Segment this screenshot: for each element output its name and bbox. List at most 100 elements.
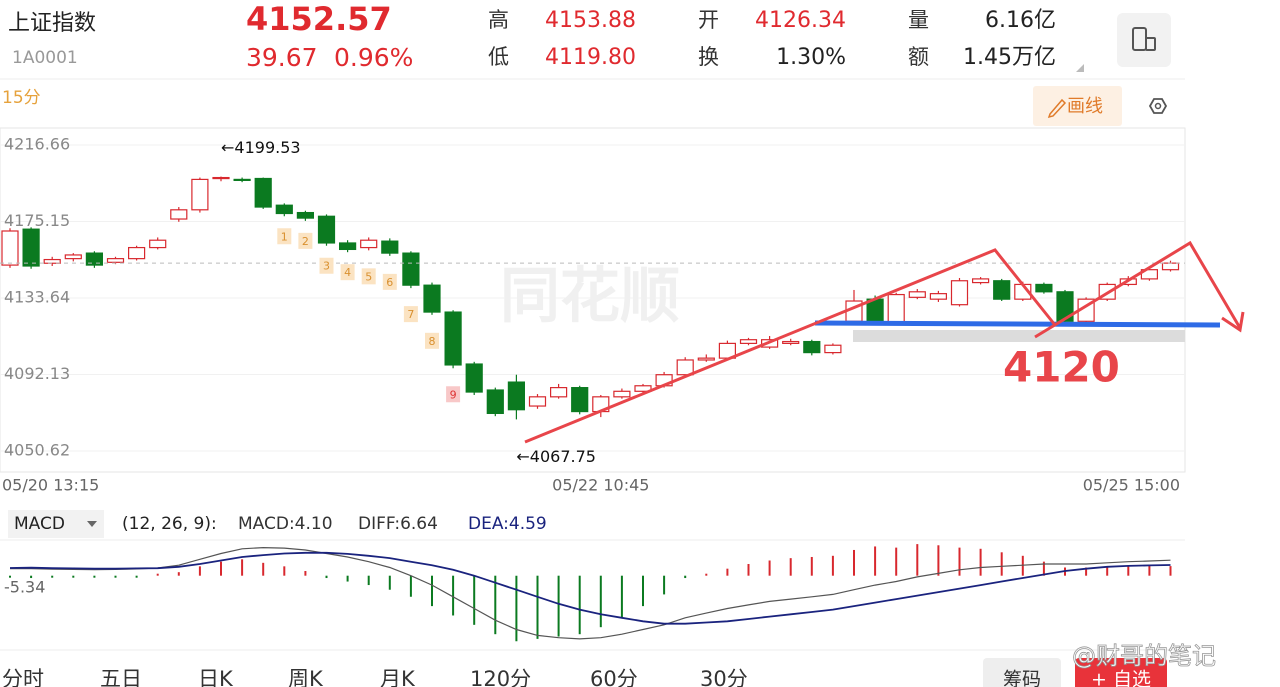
layout-button[interactable] (1117, 13, 1171, 67)
sequence-marker (446, 386, 461, 403)
tab[interactable]: 月K (380, 667, 416, 687)
candle-body (149, 239, 167, 249)
candle-body (950, 280, 969, 306)
sequence-label: 3 (323, 260, 330, 273)
candle-body (444, 311, 462, 366)
sequence-label: 5 (365, 270, 372, 283)
corner-mark (1076, 64, 1084, 72)
watchlist-label: + 自选 (1091, 669, 1151, 687)
candle-body (908, 291, 926, 298)
y-tick-label: 4092.13 (4, 364, 70, 383)
candle-body (697, 357, 715, 361)
chips-button[interactable] (983, 658, 1061, 687)
diff-line (10, 546, 1171, 640)
candle-body (929, 293, 948, 300)
trend-line (524, 248, 1057, 444)
stat-value: 4119.80 (545, 45, 636, 70)
tab[interactable]: 120分 (470, 667, 531, 687)
candle-body (507, 381, 525, 411)
dropdown-icon (87, 521, 97, 527)
candle-body (782, 340, 800, 344)
stat-label: 低 (488, 45, 509, 69)
indicator-name: MACD (14, 514, 65, 534)
candle-body (254, 177, 272, 208)
candle-body (676, 359, 694, 376)
sequence-label: 7 (407, 308, 414, 321)
tab[interactable]: 30分 (700, 667, 748, 687)
stat-value: 4153.88 (545, 8, 636, 33)
y-tick-label: 4216.66 (4, 135, 70, 154)
candle-body (634, 385, 652, 392)
hand-drawing (524, 240, 1245, 444)
x-tick-label: 05/22 10:45 (552, 476, 649, 495)
plot: 4216.66 4175.15 4133.64 4092.13 4050.62 05/20… (0, 135, 1185, 495)
y-tick-label: 4133.64 (4, 287, 70, 306)
sequence-marker (382, 273, 397, 290)
stat-value: 1.45万亿 (963, 45, 1056, 70)
candle-body (212, 176, 230, 180)
candle-body (128, 246, 146, 260)
sequence-label: 1 (281, 230, 288, 243)
macd-params: (12, 26, 9): (122, 514, 217, 534)
draw-button[interactable] (1033, 86, 1122, 126)
sequence-label: 4 (344, 266, 351, 279)
tab[interactable]: 分时 (2, 667, 44, 687)
stat-label: 换 (698, 45, 719, 69)
candle-body (106, 258, 125, 263)
stat-label: 量 (908, 8, 929, 32)
pencil-icon (1047, 98, 1067, 119)
candle-body (233, 178, 251, 182)
arrow-head (1221, 311, 1245, 333)
candle-body (613, 390, 631, 398)
candle-body (43, 258, 61, 264)
candle-body (528, 396, 547, 407)
draw-label: 画线 (1067, 96, 1103, 117)
candle-body (85, 252, 104, 266)
candle-body (275, 204, 293, 215)
period[interactable]: 15分 (2, 88, 41, 108)
annotation: 4120 (1003, 343, 1120, 392)
sequence-label: 2 (302, 235, 309, 248)
support-line (814, 320, 1221, 328)
sequence-marker (298, 232, 313, 249)
y-tick-label: 4050.62 (4, 440, 70, 459)
settings-icon (1154, 102, 1162, 110)
stat-label: 高 (488, 8, 509, 32)
candle-body (549, 387, 568, 398)
candle-body (465, 363, 483, 393)
y-tick-label: 4175.15 (4, 211, 70, 230)
sequence-label: 8 (429, 335, 436, 348)
indicator-select[interactable] (8, 510, 104, 538)
low-label: ←4067.75 (516, 447, 596, 466)
candle-body (739, 339, 758, 344)
change: 39.67 (246, 43, 318, 72)
candle-body (22, 228, 40, 267)
sequence-label: 9 (450, 388, 457, 401)
candle-body (402, 252, 420, 286)
settings-icon[interactable] (1148, 98, 1168, 114)
candle-body (803, 340, 821, 354)
candle-body (1056, 291, 1074, 322)
macd-value: MACD:4.10 (238, 514, 333, 534)
candle-body (971, 278, 990, 284)
stat-label: 额 (908, 45, 929, 69)
tab[interactable]: 周K (288, 667, 324, 687)
tab[interactable]: 日K (198, 667, 234, 687)
tab[interactable]: 60分 (590, 667, 638, 687)
support-band (853, 330, 1185, 342)
watchlist-button[interactable] (1075, 658, 1167, 687)
tab[interactable]: 五日 (100, 667, 142, 687)
stat-label: 开 (698, 8, 719, 32)
candle-body (170, 209, 188, 220)
candle-body (1, 230, 19, 266)
candle-body (339, 242, 357, 251)
trend-line (1034, 240, 1242, 339)
candle-body (993, 280, 1011, 300)
index-code: 1A0001 (12, 48, 78, 68)
y-tick-label: -5.34 (4, 578, 45, 597)
candle-body (1161, 262, 1180, 271)
candle-body (191, 178, 209, 211)
candle-body (571, 387, 589, 413)
candle-body (1035, 283, 1053, 293)
